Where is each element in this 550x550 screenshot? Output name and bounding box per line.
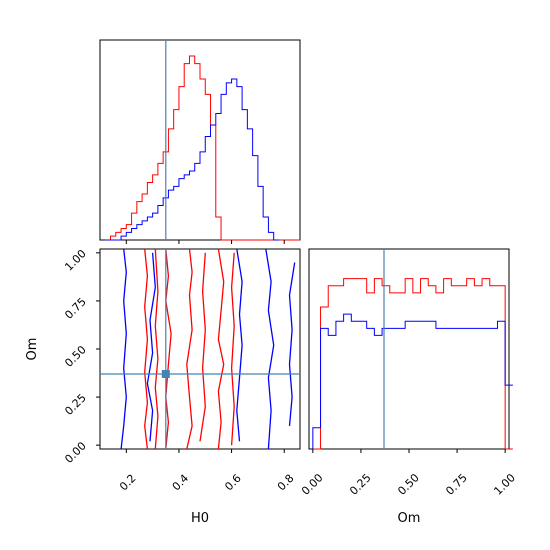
hist-h0-group <box>105 40 300 241</box>
x-axis-label-h0: H0 <box>191 511 209 526</box>
joint-red-contour-5 <box>199 252 206 442</box>
tick-label-om-x-0: 0.00 <box>299 471 326 498</box>
y-axis-label-om: Om <box>25 338 40 361</box>
tick-label-om-y-3: 0.75 <box>62 295 89 322</box>
tick-label-h0-2: 0.6 <box>222 472 244 494</box>
tick-label-om-y-4: 1.00 <box>62 247 89 274</box>
joint-red-contour-4 <box>154 249 159 449</box>
joint-blue-contour-0 <box>120 249 127 449</box>
joint-blue-contour-4 <box>288 262 296 426</box>
tick-label-om-y-1: 0.25 <box>62 391 89 418</box>
tick-label-om-x-1: 0.25 <box>347 471 374 498</box>
hist-h0-red-series <box>105 55 300 241</box>
tick-label-h0-1: 0.4 <box>170 472 192 494</box>
tick-label-om-y-2: 0.50 <box>62 343 89 370</box>
hist-om-red-series <box>312 278 513 450</box>
hist-om-blue-series <box>312 313 513 449</box>
tick-label-h0-3: 0.8 <box>275 472 297 494</box>
joint-contours-clipped <box>120 249 296 449</box>
truth-marker <box>161 370 170 378</box>
tick-label-om-x-2: 0.50 <box>395 471 422 498</box>
joint-blue-contour-3 <box>265 249 275 449</box>
x-axis-label-om: Om <box>398 511 421 526</box>
panel-hist-h0-frame <box>99 39 301 241</box>
joint-red-contour-1 <box>165 249 172 449</box>
joint-red-contour-0 <box>144 249 149 449</box>
joint-blue-contour-1 <box>146 252 156 442</box>
joint-contour-group <box>100 249 300 449</box>
joint-red-contour-6 <box>230 252 235 446</box>
hist-h0-blue-series <box>105 78 279 241</box>
tick-label-om-x-3: 0.75 <box>443 471 470 498</box>
tick-label-h0-0: 0.2 <box>117 472 139 494</box>
joint-red-contour-3 <box>217 249 225 449</box>
tick-label-om-x-4: 1.00 <box>491 471 518 498</box>
hist-om-group <box>312 249 513 450</box>
joint-red-contour-2 <box>186 249 193 449</box>
tick-label-om-y-0: 0.00 <box>62 439 89 466</box>
joint-blue-contour-2 <box>236 249 243 442</box>
